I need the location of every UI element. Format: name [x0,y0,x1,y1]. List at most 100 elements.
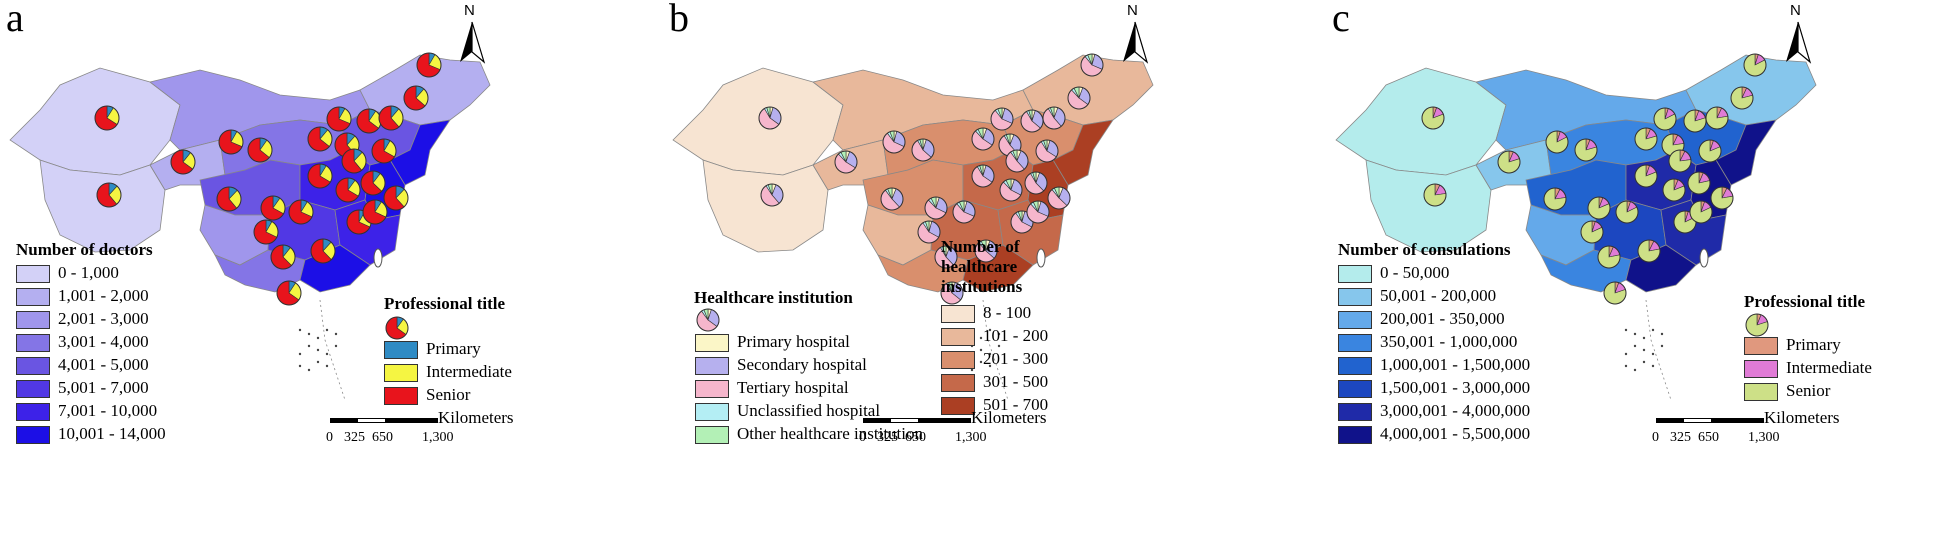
legend-swatch [16,403,50,422]
legend-label: 4,000,001 - 5,500,000 [1380,424,1531,443]
legend-item: 201 - 300 [941,348,1048,370]
map-pie-chart [971,164,995,188]
map-pie-chart [216,186,242,212]
south-sea-islands [1624,328,1664,372]
legend-title: Number of healthcare institutions [941,237,1023,296]
map-pie-chart [288,199,314,225]
legend-title: Number of consulations [1338,240,1511,259]
map-pie-chart [260,195,286,221]
map-pie-chart [362,199,388,225]
panel-b-institutions-map: b N Number of healthcare institutions 8 … [663,0,1312,550]
map-pie-chart [253,219,279,245]
legend-swatch [1338,357,1372,376]
pie-legend-swatch [1744,337,1778,356]
legend-swatch [1338,403,1372,422]
map-pie-chart [335,177,361,203]
legend-swatch [16,426,50,445]
north-arrow-icon: N [1115,2,1155,66]
legend-item: 10,001 - 14,000 [16,423,166,445]
scale-bar: Kilometers 0 325 650 1,300 [326,408,514,445]
map-pie-chart [1597,245,1621,269]
pie-legend-swatch [1744,383,1778,402]
pie-legend-swatch [695,357,729,376]
panel-label: c [1332,0,1350,40]
legend-item: 0 - 50,000 [1338,262,1449,284]
pie-legend-item: Intermediate [1744,357,1872,379]
legend-swatch [16,311,50,330]
pie-legend-title: Professional title [1744,292,1866,311]
province-region [702,159,829,253]
legend-swatch [16,334,50,353]
map-pie-chart [1615,200,1639,224]
map-pie-chart [1662,178,1686,202]
map-pie-chart [1653,107,1677,131]
pie-legend-item: Primary hospital [695,331,850,353]
legend-label: 201 - 300 [983,349,1049,368]
map-pie-chart [1026,200,1050,224]
legend-label: 7,001 - 10,000 [58,401,158,420]
legend-item: 301 - 500 [941,371,1048,393]
pie-legend-label: Primary hospital [737,332,850,351]
map-pie-chart [1689,200,1713,224]
map-pie-chart [94,105,120,131]
legend-swatch [1338,265,1372,284]
map-pie-chart [1024,171,1048,195]
pie-legend-item: Secondary hospital [695,354,867,376]
map-pie-chart [834,150,858,174]
legend-swatch [941,374,975,393]
legend-swatch [941,397,975,416]
legend-label: 0 - 50,000 [1380,263,1450,282]
pie-key-icon [385,316,409,340]
map-pie-chart [1067,86,1091,110]
pie-legend-item: Primary [1744,334,1841,356]
map-pie-chart [999,178,1023,202]
map-pie-chart [1698,139,1722,163]
pie-legend-label: Other healthcare institution [737,424,923,443]
taiwan-island [373,248,383,268]
china-map [1335,53,1817,401]
legend-swatch [1338,380,1372,399]
legend-item: 50,001 - 200,000 [1338,285,1496,307]
pie-legend-swatch [695,380,729,399]
map-pie-chart [1634,127,1658,151]
pie-legend-swatch [1744,360,1778,379]
legend-label: 101 - 200 [983,326,1049,345]
map-pie-chart [96,182,122,208]
legend-title: Number of doctors [16,240,153,259]
map-pie-chart [218,129,244,155]
map-pie-chart [1080,53,1104,77]
map-pie-chart [924,196,948,220]
legend-item: 350,001 - 1,000,000 [1338,331,1517,353]
pie-legend-label: Intermediate [426,362,512,381]
map-pie-chart [1580,220,1604,244]
map-pie-chart [1047,186,1071,210]
legend-label: 1,001 - 2,000 [58,286,149,305]
pie-key-slices [1745,313,1769,337]
pie-legend-swatch [384,387,418,406]
map-pie-chart [1668,149,1692,173]
legend-item: 501 - 700 [941,394,1048,416]
pie-legend-label: Primary [426,339,481,358]
legend-item: 4,000,001 - 5,500,000 [1338,423,1530,445]
legend-item: 1,001 - 2,000 [16,285,149,307]
pie-legend-item: Senior [1744,380,1830,402]
pie-legend-swatch [384,341,418,360]
map-pie-chart [758,106,782,130]
pie-legend-label: Senior [426,385,471,404]
map-pie-chart [403,85,429,111]
legend-item: 1,000,001 - 1,500,000 [1338,354,1530,376]
map-pie-chart [1687,171,1711,195]
pie-legend-swatch [695,403,729,422]
maritime-boundary [319,299,346,401]
taiwan-island [1699,248,1709,268]
map-pie-chart [1020,109,1044,133]
china-map [672,53,1154,401]
province-region [1365,159,1492,253]
map-pie-chart [974,239,998,263]
map-pie-chart [307,126,333,152]
pie-legend-item: Other healthcare institution [695,423,923,445]
map-pie-chart [1035,139,1059,163]
map-pie-chart [990,107,1014,131]
south-sea-islands [298,328,338,372]
legend-label: 5,001 - 7,000 [58,378,149,397]
